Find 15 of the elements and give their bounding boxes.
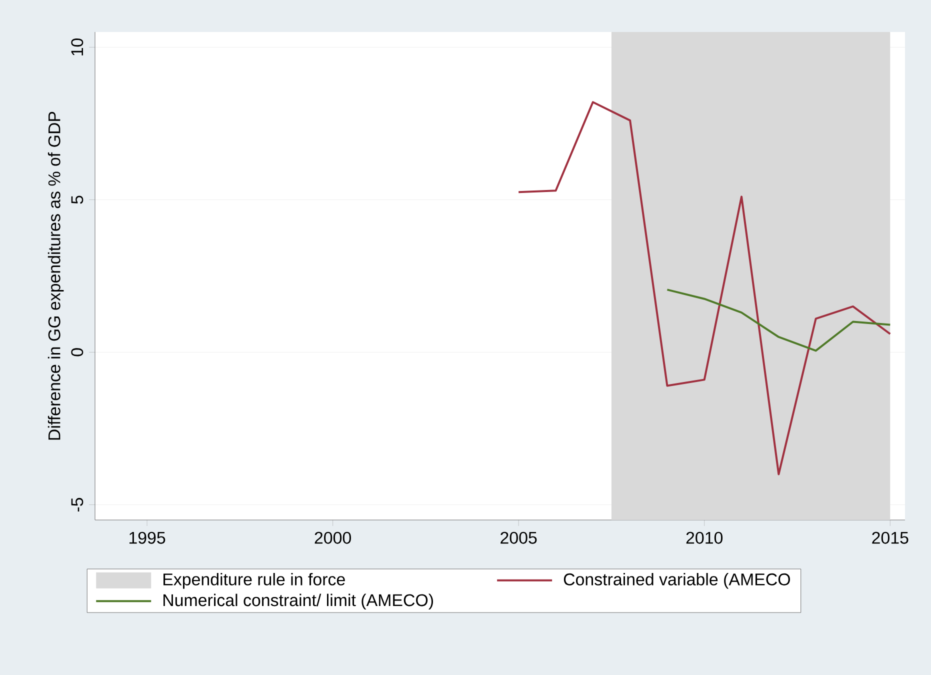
- line-series: [666, 288, 892, 352]
- y-tick-label: 10: [71, 38, 84, 56]
- x-tick-label: 2010: [686, 532, 723, 544]
- legend-label: Constrained variable (AMECO: [564, 572, 790, 589]
- y-tick-label: 5: [71, 196, 84, 204]
- line-series: [518, 101, 892, 476]
- legend-label: Expenditure rule in force: [163, 572, 345, 589]
- x-tick-label: 2005: [500, 532, 537, 544]
- x-tick-label: 2000: [314, 532, 351, 544]
- x-tick-label: 2015: [872, 532, 908, 544]
- y-tick-label: -5: [71, 498, 84, 512]
- x-tick-label: 1995: [129, 532, 166, 544]
- legend-label: Numerical constraint/ limit (AMECO): [163, 594, 433, 610]
- y-axis-title: Difference in GG expenditures as % of GDP: [48, 112, 64, 440]
- y-tick-label: 0: [71, 348, 84, 356]
